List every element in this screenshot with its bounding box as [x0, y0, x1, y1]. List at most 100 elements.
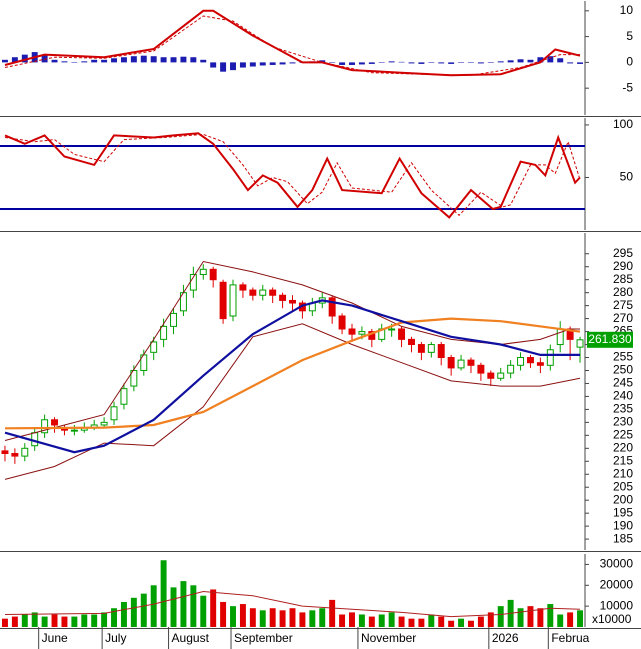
- y-tick-label: 240: [613, 389, 633, 403]
- macd-histogram-bar: [91, 59, 98, 63]
- volume-unit-label: x10000: [592, 612, 632, 626]
- y-tick-label: 185: [613, 531, 633, 545]
- candle-body: [100, 421, 108, 426]
- candle-body: [239, 284, 247, 291]
- candle-body: [1, 450, 9, 454]
- candle-body: [487, 372, 495, 379]
- macd-histogram-bar: [428, 62, 435, 63]
- volume-bar: [111, 608, 117, 627]
- macd-histogram-bar: [577, 62, 584, 64]
- volume-bar: [428, 614, 435, 627]
- macd-histogram-bar: [497, 61, 504, 63]
- volume-bar: [170, 587, 177, 627]
- candle-body: [110, 406, 118, 421]
- candle-body: [41, 419, 49, 434]
- macd-histogram-bar: [130, 56, 137, 63]
- y-tick-label: -5: [622, 80, 633, 94]
- macd-histogram-bar: [11, 57, 18, 63]
- candle-body: [11, 452, 19, 457]
- volume-bar: [358, 614, 365, 627]
- volume-bar: [468, 620, 474, 627]
- volume-bar: [458, 618, 465, 627]
- macd-histogram-bar: [477, 62, 484, 64]
- candle-body: [576, 339, 584, 348]
- macd-histogram-bar: [140, 55, 147, 63]
- y-tick-label: 50: [620, 170, 634, 184]
- candle-body: [31, 432, 39, 447]
- macd-histogram-bar: [487, 62, 494, 63]
- macd-histogram-bar: [249, 62, 256, 67]
- y-tick-label: 280: [613, 285, 633, 299]
- x-tick-label: September: [234, 631, 293, 645]
- indicator-line: [4, 9, 581, 77]
- macd-histogram-bar: [190, 57, 197, 63]
- volume-bar: [249, 608, 256, 627]
- candle-body: [437, 344, 445, 359]
- y-tick-label: 5: [626, 29, 633, 43]
- volume-bar: [230, 606, 236, 627]
- macd-histogram-bar: [51, 59, 58, 63]
- y-tick-label: 190: [613, 518, 633, 532]
- candle-body: [160, 325, 168, 340]
- y-tick-label: 20000: [600, 577, 634, 591]
- x-tick-label: November: [361, 631, 416, 645]
- macd-histogram-bar: [398, 61, 405, 63]
- volume-bar: [527, 606, 534, 627]
- macd-histogram-bar: [358, 62, 365, 65]
- volume-bar: [81, 614, 88, 627]
- volume-bar: [220, 601, 227, 627]
- volume-bar: [497, 606, 504, 627]
- volume-bar: [477, 616, 484, 627]
- candle-body: [447, 357, 455, 369]
- macd-histogram-bar: [329, 62, 336, 63]
- macd-histogram-bar: [339, 62, 346, 65]
- macd-histogram-bar: [220, 62, 227, 72]
- volume-bar: [438, 616, 445, 627]
- macd-histogram-bar: [71, 62, 78, 63]
- macd-histogram-bar: [408, 62, 415, 64]
- macd-histogram-bar: [547, 56, 554, 63]
- volume-bar: [299, 612, 306, 627]
- y-tick-label: 255: [613, 350, 633, 364]
- volume-bar: [408, 618, 415, 627]
- candle-body: [199, 268, 207, 276]
- indicator-line: [4, 132, 581, 219]
- indicator-line: [4, 260, 580, 441]
- volume-bar: [567, 612, 574, 627]
- volume-bar: [547, 604, 554, 627]
- volume-bar: [289, 608, 296, 627]
- y-tick-label: 100: [613, 117, 633, 131]
- macd-histogram-bar: [269, 62, 276, 65]
- volume-bar: [120, 601, 127, 627]
- macd-histogram-bar: [279, 62, 286, 65]
- volume-bar: [130, 597, 137, 627]
- volume-bar: [51, 614, 58, 627]
- candle-body: [348, 328, 356, 335]
- candle-body: [546, 349, 554, 366]
- candle-body: [338, 315, 346, 330]
- volume-bar: [91, 614, 98, 627]
- macd-histogram-bar: [41, 54, 48, 63]
- indicator-line: [4, 15, 580, 76]
- volume-bar: [339, 614, 346, 627]
- volume-bar: [61, 616, 68, 627]
- candle-body: [209, 268, 217, 281]
- macd-histogram-bar: [120, 57, 127, 63]
- indicator-line: [4, 590, 581, 618]
- macd-histogram-bar: [378, 62, 385, 63]
- y-tick-label: 210: [613, 466, 633, 480]
- candle-body: [170, 312, 177, 327]
- volume-bar: [269, 608, 276, 627]
- volume-bar: [1, 618, 8, 627]
- candle-body: [150, 341, 158, 353]
- volume-bar: [41, 616, 48, 627]
- volume-bar: [150, 585, 157, 627]
- candle-body: [497, 372, 505, 379]
- candle-body: [249, 289, 257, 296]
- volume-bar: [259, 610, 266, 627]
- candle-body: [536, 362, 544, 366]
- volume-bar: [378, 614, 385, 627]
- volume-bar: [368, 616, 375, 627]
- macd-histogram-bar: [368, 62, 375, 64]
- macd-histogram-bar: [567, 62, 574, 64]
